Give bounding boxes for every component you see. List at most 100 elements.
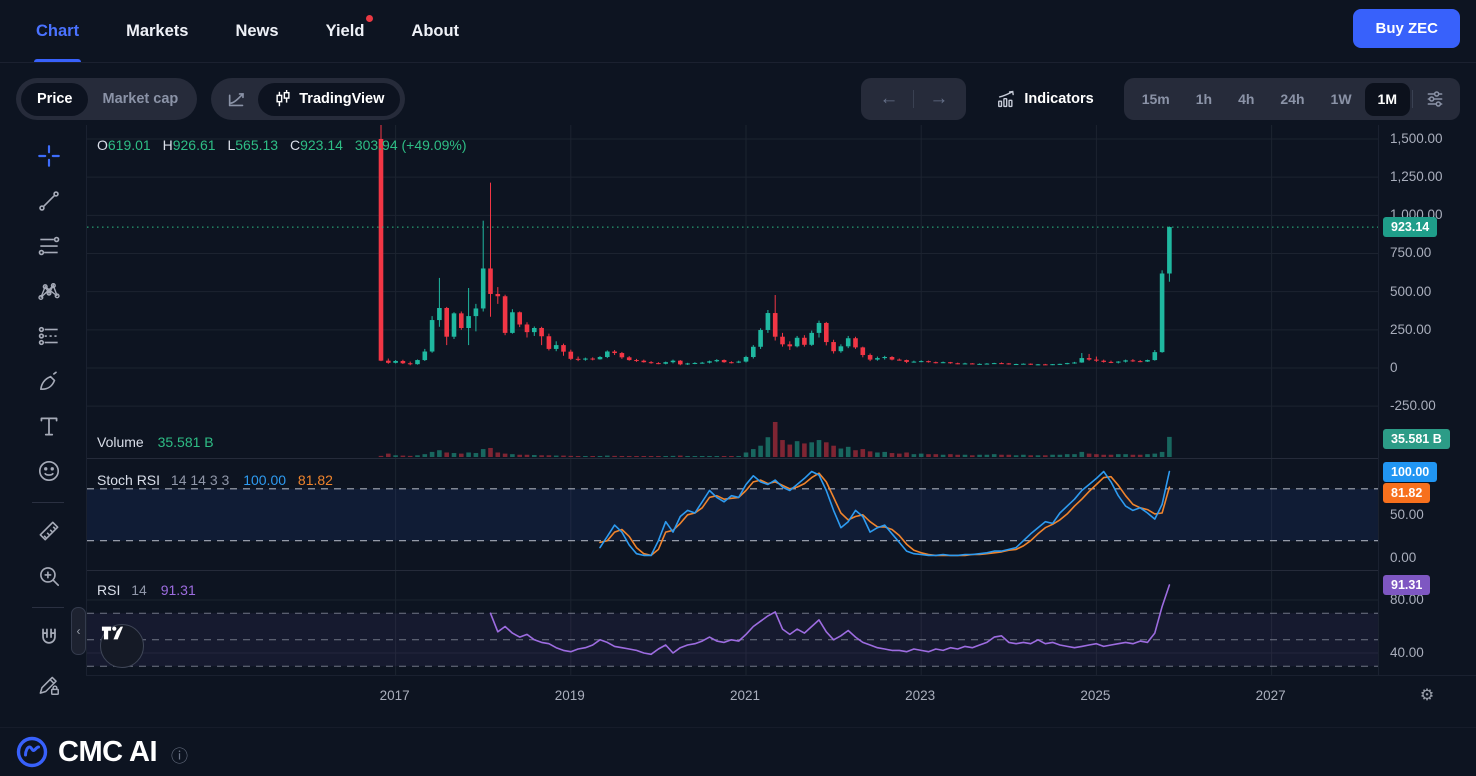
indicators-icon (998, 90, 1015, 107)
price-tick--250: -250.00 (1390, 398, 1436, 414)
volume-label: Volume (97, 434, 144, 450)
crosshair-tool[interactable] (34, 143, 64, 173)
tradingview-tab[interactable]: TradingView (258, 82, 401, 116)
footer: CMC AI ⓘ (0, 727, 1476, 776)
stoch-d-badge: 81.82 (1383, 482, 1431, 503)
buy-zec-button[interactable]: Buy ZEC (1353, 9, 1460, 48)
rsi-legend: RSI 14 91.31 (97, 582, 196, 598)
ohlc-legend: O619.01 H926.61 L565.13 C923.14 303.94 (… (97, 137, 467, 153)
brush-icon (36, 368, 62, 399)
time-axis[interactable]: 2017 2019 2021 2023 2025 2027 (86, 675, 1378, 713)
tradingview-logo[interactable] (100, 624, 144, 668)
close-value: 923.14 (300, 137, 343, 153)
price-tick-1500: 1,500.00 (1390, 130, 1443, 146)
toolbar-divider (32, 607, 64, 608)
year-label-2017: 2017 (379, 688, 410, 703)
price-tab[interactable]: Price (21, 82, 89, 116)
indicators-label: Indicators (1024, 91, 1094, 107)
measure-icon (36, 518, 62, 549)
indicators-button[interactable]: Indicators (980, 83, 1109, 116)
change-value: 303.94 (+49.09%) (354, 137, 467, 153)
zoom-in-tool[interactable] (34, 563, 64, 593)
nav-tab-markets[interactable]: Markets (126, 21, 189, 40)
candlestick-icon (276, 90, 290, 107)
top-nav: Chart Markets News Yield About Buy ZEC (0, 0, 1476, 63)
price-tick-1250: 1,250.00 (1390, 169, 1443, 185)
price-tick-0: 0 (1390, 360, 1398, 375)
emoji-tool[interactable] (34, 458, 64, 488)
timeframe-4h[interactable]: 4h (1225, 83, 1267, 116)
magnet-icon (36, 625, 62, 656)
line-chart-button[interactable] (216, 88, 258, 110)
gear-icon[interactable]: ⚙ (1419, 686, 1435, 704)
open-value: 619.01 (107, 137, 151, 153)
volume-legend: Volume 35.581 B (97, 434, 214, 450)
market-cap-tab[interactable]: Market cap (88, 83, 192, 116)
price-axis[interactable]: 1,500.00 1,250.00 1,000.00 750.00 500.00 250.… (1378, 125, 1476, 675)
year-label-2019: 2019 (554, 688, 585, 703)
nav-tabs: Chart Markets News Yield About (0, 0, 459, 62)
divider (913, 90, 915, 108)
timeframe-24h[interactable]: 24h (1267, 83, 1317, 116)
timeframe-selector: 15m 1h 4h 24h 1W 1M (1123, 78, 1460, 120)
forward-arrow-button[interactable]: → (916, 88, 961, 110)
rsi-value: 91.31 (160, 582, 196, 598)
volume-badge: 35.581 B (1383, 428, 1450, 449)
year-label-2021: 2021 (729, 688, 761, 703)
high-label: H (162, 137, 173, 153)
magnet-tool[interactable] (34, 625, 64, 655)
chart-region[interactable]: O619.01 H926.61 L565.13 C923.14 303.94 (… (86, 125, 1379, 675)
low-value: 565.13 (235, 137, 279, 153)
nav-tab-news[interactable]: News (235, 21, 279, 40)
stoch-tick-0: 0.00 (1390, 550, 1417, 565)
stoch-k-badge: 100.00 (1383, 461, 1438, 482)
rsi-badge: 91.31 (1383, 575, 1431, 595)
footer-title: CMC AI (58, 735, 158, 768)
cmc-logo (16, 736, 48, 768)
fib-retracement-tool[interactable] (34, 233, 64, 263)
trend-line-tool[interactable] (34, 188, 64, 218)
chart-canvas[interactable] (87, 125, 1379, 675)
drawing-lock-icon (36, 672, 62, 703)
stoch-rsi-params: 14 14 3 3 (170, 472, 230, 488)
price-tick-750: 750.00 (1390, 245, 1432, 261)
sidebar-collapse-button[interactable]: ‹ (71, 607, 86, 655)
stoch-rsi-label: Stoch RSI (97, 472, 161, 488)
volume-value: 35.581 B (157, 434, 214, 450)
low-label: L (227, 137, 236, 153)
xabcd-pattern-tool[interactable] (34, 278, 64, 308)
chart-toolbar: Price Market cap TradingView ← → Indicat… (0, 76, 1476, 122)
info-icon[interactable]: ⓘ (171, 746, 189, 766)
timeframe-1w[interactable]: 1W (1318, 83, 1365, 116)
timeframe-1h[interactable]: 1h (1183, 83, 1225, 116)
rsi-param: 14 (131, 582, 147, 598)
tradingview-label: TradingView (299, 91, 385, 107)
stoch-tick-50: 50.00 (1390, 506, 1424, 522)
text-icon (36, 413, 62, 444)
timeframe-15m[interactable]: 15m (1129, 83, 1183, 116)
long-position-tool[interactable] (34, 323, 64, 353)
text-tool[interactable] (34, 413, 64, 443)
nav-tab-yield[interactable]: Yield (326, 0, 374, 62)
nav-tab-about[interactable]: About (411, 21, 460, 40)
stoch-d-value: 81.82 (297, 472, 333, 488)
chart-settings-sliders-icon[interactable] (1415, 89, 1455, 109)
timeframe-1m[interactable]: 1M (1364, 82, 1410, 116)
zoom-in-icon (36, 563, 62, 594)
stoch-rsi-legend: Stoch RSI 14 14 3 3 100.00 81.82 (97, 472, 333, 488)
emoji-icon (36, 458, 62, 489)
price-marketcap-toggle: Price Market cap (16, 78, 198, 120)
drawing-lock-tool[interactable] (34, 672, 64, 702)
rsi-tick-40: 40.00 (1390, 645, 1424, 660)
measure-tool[interactable] (34, 518, 64, 548)
back-arrow-button[interactable]: ← (866, 88, 911, 110)
nav-tab-chart[interactable]: Chart (33, 0, 82, 62)
toolbar-divider (32, 502, 64, 503)
line-chart-icon (229, 93, 245, 107)
year-label-2025: 2025 (1080, 688, 1111, 703)
high-value: 926.61 (172, 137, 216, 153)
brush-tool[interactable] (34, 368, 64, 398)
xabcd-pattern-icon (36, 278, 62, 309)
crosshair-icon (36, 143, 62, 174)
divider (1412, 90, 1413, 108)
